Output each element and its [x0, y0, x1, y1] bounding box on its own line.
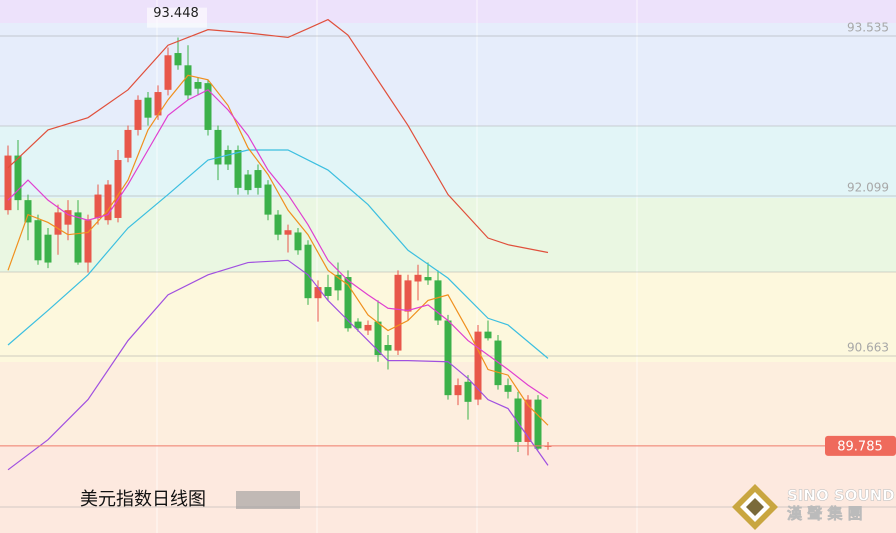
candle-body [434, 280, 442, 321]
candle-body [84, 220, 92, 263]
candle-body [414, 274, 422, 282]
candle-body [294, 232, 302, 251]
candle-body [134, 99, 142, 130]
candle-body [304, 244, 312, 299]
indicator-line [7, 149, 549, 359]
candle-body [114, 160, 122, 218]
candle-body [154, 92, 162, 116]
plot: 93.535 92.099 90.663 89.785 93.448 [0, 6, 896, 471]
candle-body [54, 212, 62, 235]
candle-body [204, 83, 212, 130]
candle-body [94, 194, 102, 218]
candle-body [374, 321, 382, 356]
indicator-line [7, 259, 549, 471]
candle-body [164, 55, 172, 90]
candle-body [404, 280, 412, 312]
candle-body [214, 129, 222, 165]
candle-body [184, 65, 192, 96]
candle-body [354, 321, 362, 329]
logo: SINO SOUND 漢 聲 集 團 [732, 484, 895, 530]
candle-body [24, 200, 32, 223]
candle-body [504, 385, 512, 392]
candle-body [244, 174, 252, 191]
candle-body [144, 97, 152, 118]
last-price-label: 89.785 [837, 439, 883, 454]
indicator-line [7, 18, 549, 254]
candle-body [314, 287, 322, 299]
candle-body [4, 155, 12, 211]
candle-body [64, 210, 72, 225]
candle-body [34, 220, 42, 261]
y-tick-label: 90.663 [847, 341, 889, 355]
last-price-tag [825, 435, 896, 456]
candle-body [384, 345, 392, 351]
y-tick-label: 93.535 [847, 20, 889, 34]
candle-body [254, 170, 262, 188]
logo-en: SINO SOUND [787, 487, 895, 505]
candle-body [194, 82, 202, 89]
candle-body [464, 381, 472, 402]
logo-zh: 漢 聲 集 團 [787, 505, 863, 523]
candle-body [344, 277, 352, 329]
candle-body [394, 274, 402, 351]
candle-body [284, 230, 292, 235]
y-tick-label: 92.099 [847, 180, 889, 194]
candle-body [444, 320, 452, 396]
candle-body [454, 385, 462, 396]
candle-body [484, 331, 492, 339]
candle-body [14, 155, 22, 201]
candle-body [124, 129, 132, 158]
blurred-text [236, 491, 300, 509]
candle-body [174, 53, 182, 66]
candle-body [334, 274, 342, 291]
candle-body [264, 184, 272, 215]
indicator-line [7, 74, 549, 426]
candle-body [234, 149, 242, 188]
candle-body [474, 331, 482, 400]
candle-body [324, 287, 332, 296]
candle-body [534, 399, 542, 449]
high-label: 93.448 [153, 6, 199, 21]
candle-body [424, 277, 432, 281]
candle-body [514, 398, 522, 442]
candle-body [364, 324, 372, 331]
candle-body [44, 234, 52, 263]
candle-body [274, 214, 282, 235]
candle-body [104, 184, 112, 221]
indicator-line [7, 89, 549, 399]
candle-body [524, 399, 532, 442]
candle-body [224, 149, 232, 165]
high-label-box [147, 7, 207, 28]
caption: 美元指数日线图 [80, 489, 206, 510]
candle-body [74, 212, 82, 263]
